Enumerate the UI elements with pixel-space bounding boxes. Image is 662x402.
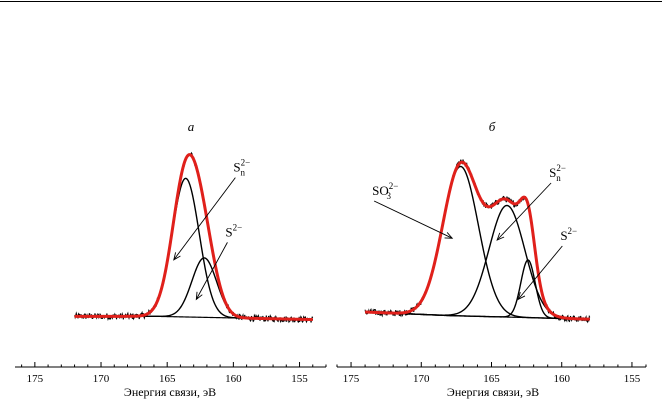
x-tick-label: 165 <box>159 373 176 385</box>
component-label: S2− <box>225 222 242 239</box>
x-tick-label: 170 <box>93 373 110 385</box>
annotation-arrow <box>195 242 228 300</box>
annotation-arrow <box>373 200 453 239</box>
x-tick-label: 155 <box>624 373 641 385</box>
component-peak-1 <box>74 257 313 321</box>
panel-letter: а <box>188 119 195 134</box>
component-peak-2 <box>365 259 590 320</box>
component-peak-0 <box>74 177 313 321</box>
fit-envelope-series <box>73 153 314 322</box>
annotation-arrowhead <box>517 291 526 301</box>
component-label: S2− <box>560 226 577 243</box>
fit-envelope-series <box>364 160 591 321</box>
panel-letter: б <box>489 119 496 134</box>
component-label: SO2− 3 <box>372 181 398 201</box>
x-tick-label: 160 <box>553 373 570 385</box>
annotation-arrowhead <box>444 232 454 239</box>
x-axis-title: Энергия связи, эВ <box>124 385 216 399</box>
x-axis-title: Энергия связи, эВ <box>447 385 539 399</box>
x-tick-label: 155 <box>291 373 308 385</box>
annotation-arrow <box>517 245 563 300</box>
experimental-series <box>364 158 591 324</box>
x-tick-label: 165 <box>483 373 500 385</box>
annotation-arrowhead <box>496 232 505 241</box>
annotation-arrow <box>173 177 236 261</box>
x-tick-label: 175 <box>343 373 360 385</box>
experimental-series <box>74 151 314 324</box>
panel-a: а Энергия связи, эВ 175 170 165 160 155 S2− n S… <box>15 119 327 399</box>
x-tick-label: 175 <box>27 373 44 385</box>
component-label: S2− n <box>233 158 250 178</box>
annotation-arrowhead <box>195 291 203 301</box>
x-tick-label: 160 <box>225 373 242 385</box>
component-label: S2− n <box>549 163 566 183</box>
annotation-arrow <box>496 182 552 241</box>
annotation-arrowhead <box>173 252 181 261</box>
panel-b: б Энергия связи, эВ 175 170 165 160 155 SO2− 3… <box>336 119 647 399</box>
x-tick-label: 170 <box>413 373 430 385</box>
